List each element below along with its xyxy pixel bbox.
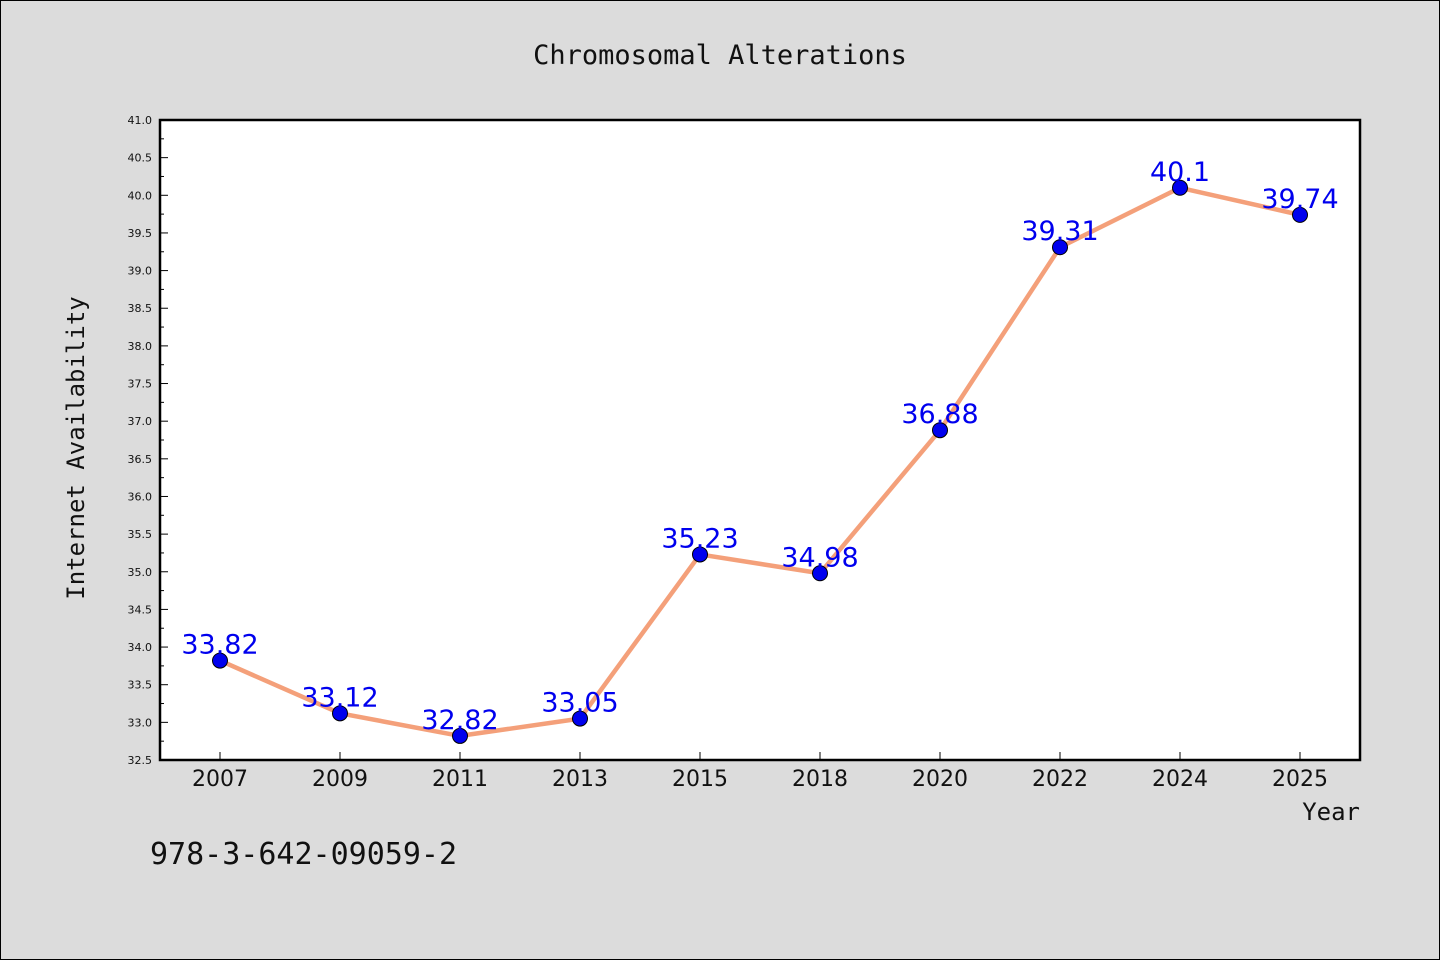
y-tick-label: 39.5 — [128, 227, 153, 240]
x-tick-label: 2020 — [912, 767, 968, 792]
data-point-label: 33.05 — [541, 688, 618, 719]
x-tick-label: 2024 — [1152, 767, 1208, 792]
data-point-label: 35.23 — [661, 523, 738, 554]
x-tick-label: 2022 — [1032, 767, 1088, 792]
x-axis-ticks: 2007 2009 2011 2013 2015 2018 2020 2022 2024 2025 — [192, 752, 1328, 792]
y-tick-label: 40.0 — [128, 189, 153, 202]
data-point-marker — [332, 705, 348, 722]
y-tick-label: 38.0 — [128, 340, 153, 353]
y-axis-ticks: 32.5 33.0 33.5 34.0 34.5 35.0 35.5 36.0 36.5 37.0… — [128, 114, 168, 767]
y-tick-label: 34.0 — [128, 641, 153, 654]
y-tick-label: 36.5 — [128, 453, 153, 466]
y-tick-label: 38.5 — [128, 302, 153, 315]
y-tick-label: 35.0 — [128, 566, 153, 579]
x-tick-label: 2018 — [792, 767, 848, 792]
series-line — [217, 185, 1303, 739]
x-tick-label: 2025 — [1272, 767, 1328, 792]
y-tick-label: 39.0 — [128, 265, 153, 278]
y-tick-label: 37.5 — [128, 378, 153, 391]
y-tick-label: 41.0 — [128, 114, 153, 127]
y-axis-label: Internet Availability — [62, 296, 90, 599]
data-point-marker — [572, 710, 588, 727]
data-point-label: 39.74 — [1261, 184, 1338, 215]
y-tick-label: 33.5 — [128, 679, 153, 692]
data-point-marker — [1292, 206, 1308, 223]
data-point-label: 32.82 — [421, 705, 498, 736]
data-point-marker — [212, 652, 228, 669]
x-tick-label: 2013 — [552, 767, 608, 792]
chart-title: Chromosomal Alterations — [533, 40, 907, 71]
data-point-marker — [812, 565, 828, 582]
y-tick-label: 32.5 — [128, 754, 153, 767]
data-point-label: 33.12 — [301, 682, 378, 713]
data-point-marker — [452, 727, 468, 744]
data-point-label: 40.1 — [1150, 157, 1210, 188]
data-point-label: 33.82 — [181, 630, 258, 661]
x-tick-label: 2007 — [192, 767, 248, 792]
data-labels: 33.82 33.12 32.82 33.05 35.23 34.98 36.88 39.31… — [181, 157, 1338, 736]
data-point-marker — [1172, 179, 1188, 196]
data-point-label: 34.98 — [781, 542, 858, 573]
y-tick-label: 35.5 — [128, 528, 153, 541]
isbn-annotation: 978-3-642-09059-2 — [150, 837, 457, 872]
x-tick-label: 2011 — [432, 767, 488, 792]
y-tick-label: 36.0 — [128, 490, 153, 503]
x-tick-label: 2015 — [672, 767, 728, 792]
data-point-marker — [692, 546, 708, 563]
y-tick-label: 40.5 — [128, 152, 153, 165]
data-point-label: 36.88 — [901, 399, 978, 430]
y-tick-label: 33.0 — [128, 716, 153, 729]
data-point-label: 39.31 — [1021, 216, 1098, 247]
data-point-marker — [932, 422, 948, 439]
plot-area — [158, 118, 1362, 762]
x-tick-label: 2009 — [312, 767, 368, 792]
x-axis-label: Year — [1302, 798, 1360, 826]
y-tick-label: 34.5 — [128, 603, 153, 616]
data-point-marker — [1052, 239, 1068, 256]
series-layer — [212, 179, 1308, 744]
y-tick-label: 37.0 — [128, 415, 153, 428]
